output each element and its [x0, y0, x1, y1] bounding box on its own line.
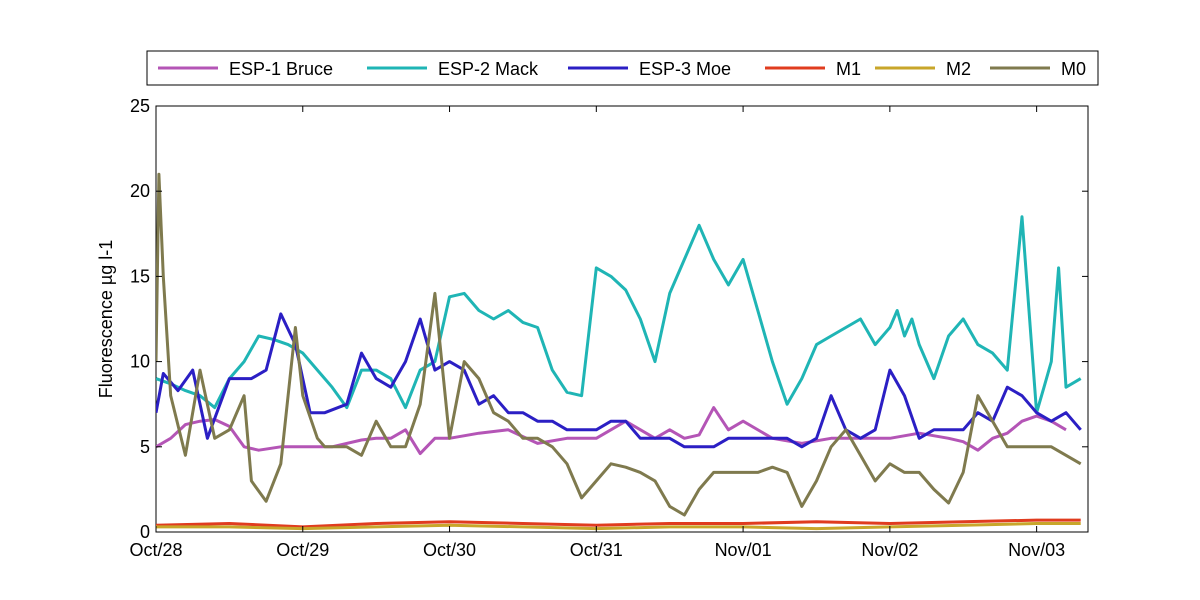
y-tick-label: 15 [130, 266, 150, 286]
legend-label-m2: M2 [946, 59, 971, 79]
legend-label-m1: M1 [836, 59, 861, 79]
legend-label-esp-2-mack: ESP-2 Mack [438, 59, 539, 79]
y-tick-label: 0 [140, 522, 150, 542]
x-tick-label: Nov/02 [861, 540, 918, 560]
legend-label-esp-1-bruce: ESP-1 Bruce [229, 59, 333, 79]
y-tick-label: 10 [130, 352, 150, 372]
x-tick-label: Oct/30 [423, 540, 476, 560]
x-tick-label: Oct/31 [570, 540, 623, 560]
legend: ESP-1 Bruce ESP-2 Mack ESP-3 Moe M1 M2 M0 [146, 50, 1099, 86]
x-tick-label: Oct/29 [276, 540, 329, 560]
series-line-m0 [156, 172, 1082, 517]
y-tick-label: 5 [140, 437, 150, 457]
y-tick-label: 20 [130, 181, 150, 201]
x-tick-label: Oct/28 [129, 540, 182, 560]
legend-label-esp-3-moe: ESP-3 Moe [639, 59, 731, 79]
series-line-esp-1-bruce [156, 406, 1067, 456]
y-axis-label: Fluorescence µg l-1 [96, 240, 116, 398]
series-line-m1 [156, 518, 1081, 529]
x-tick-label: Nov/03 [1008, 540, 1065, 560]
x-tick-label: Nov/01 [715, 540, 772, 560]
y-tick-label: 25 [130, 96, 150, 116]
plot-area [155, 105, 1089, 533]
legend-label-m0: M0 [1061, 59, 1086, 79]
series-line-esp-2-mack [156, 215, 1082, 415]
series-line-esp-3-moe [156, 312, 1082, 449]
series-line-m2 [156, 522, 1081, 531]
